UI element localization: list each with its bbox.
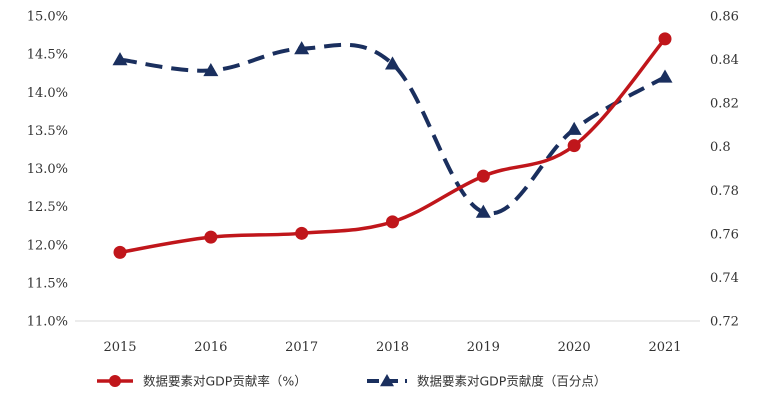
left-y-axis-ticks: 11.0% 11.5% 12.0% 12.5% 13.0% 13.5% 14.0% 14.5%… [27, 10, 68, 330]
x-tick-label: 2020 [558, 340, 591, 355]
left-tick-label: 14.0% [27, 86, 68, 101]
series-point-contribution-degree [475, 204, 491, 218]
series-point-contribution-degree [566, 121, 582, 135]
right-tick-label: 0.72 [710, 315, 739, 330]
series-point-contribution-rate [204, 230, 218, 244]
right-tick-label: 0.76 [710, 227, 739, 242]
left-tick-label: 13.0% [27, 162, 68, 177]
left-tick-label: 15.0% [27, 10, 68, 25]
x-tick-label: 2021 [648, 340, 681, 355]
series-point-contribution-rate [295, 226, 309, 240]
series-point-contribution-degree [203, 62, 219, 77]
series-point-contribution-degree [112, 52, 128, 66]
legend-marker-contribution-degree [380, 374, 394, 387]
series-point-contribution-rate [476, 169, 490, 183]
left-tick-label: 12.5% [27, 200, 68, 215]
series-point-contribution-rate [658, 32, 672, 46]
left-tick-label: 11.0% [27, 315, 68, 330]
series-line-contribution-degree [119, 42, 666, 216]
right-y-axis-ticks: 0.72 0.74 0.76 0.78 0.8 0.82 0.84 0.86 [710, 10, 739, 330]
x-tick-label: 2018 [376, 340, 409, 355]
left-tick-label: 12.0% [27, 238, 68, 253]
left-tick-label: 13.5% [27, 124, 68, 139]
series-point-contribution-rate [386, 215, 399, 229]
right-tick-label: 0.82 [710, 97, 739, 112]
legend-label-contribution-degree: 数据要素对GDP贡献度（百分点） [417, 374, 606, 389]
series-point-contribution-degree [294, 41, 310, 55]
legend-item-contribution-rate: 数据要素对GDP贡献率（%） [97, 374, 307, 389]
left-tick-label: 14.5% [27, 48, 68, 63]
left-tick-label: 11.5% [27, 276, 68, 291]
x-tick-label: 2017 [285, 340, 318, 355]
x-tick-label: 2019 [467, 340, 500, 355]
x-axis-ticks: 2015 2016 2017 2018 2019 2020 2021 [103, 340, 681, 355]
right-tick-label: 0.8 [710, 140, 731, 155]
legend-label-contribution-rate: 数据要素对GDP贡献率（%） [143, 374, 307, 389]
right-tick-label: 0.78 [710, 184, 739, 199]
right-tick-label: 0.84 [710, 53, 739, 68]
series-point-contribution-rate [567, 139, 581, 153]
right-tick-label: 0.86 [710, 10, 739, 25]
series-point-contribution-rate [113, 245, 127, 259]
legend-item-contribution-degree: 数据要素对GDP贡献度（百分点） [367, 374, 606, 389]
series-point-contribution-degree [657, 69, 673, 83]
series [112, 32, 673, 259]
x-tick-label: 2016 [194, 340, 227, 355]
legend: 数据要素对GDP贡献率（%） 数据要素对GDP贡献度（百分点） [97, 374, 606, 389]
series-point-contribution-degree [385, 56, 400, 70]
legend-marker-contribution-rate [109, 375, 121, 387]
x-tick-label: 2015 [103, 340, 136, 355]
right-tick-label: 0.74 [710, 271, 739, 286]
